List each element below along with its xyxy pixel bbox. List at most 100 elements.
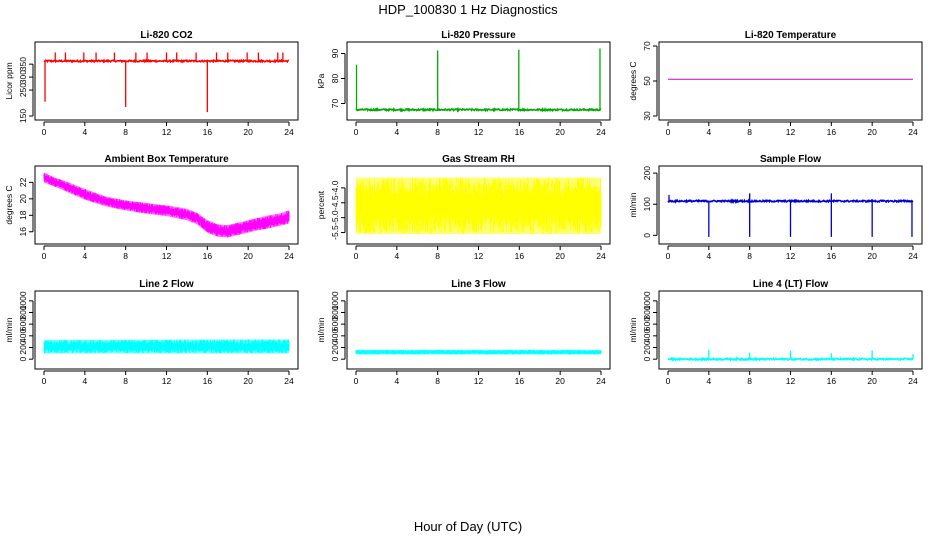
x-tick-label: 8 — [123, 376, 128, 386]
x-tick-label: 24 — [596, 376, 606, 386]
x-tick-label: 16 — [203, 251, 213, 261]
x-tick-label: 4 — [82, 127, 87, 137]
x-tick-label: 12 — [786, 127, 796, 137]
x-tick-label: 24 — [908, 127, 918, 137]
series-ambient-box-temperature — [43, 172, 290, 238]
y-tick-label: 50 — [642, 76, 652, 86]
y-tick-label: 200 — [642, 340, 652, 354]
x-tick-label: 16 — [827, 251, 837, 261]
x-tick-label: 24 — [284, 376, 294, 386]
panel-title: Sample Flow — [760, 154, 821, 165]
panel-line-4-lt-flow: Line 4 (LT) Flow 0 4 8 12 16 20 24 0 200400600800… — [628, 279, 923, 386]
plot-box — [34, 41, 299, 121]
x-tick-label: 0 — [42, 127, 47, 137]
series-li-820-co2 — [43, 52, 290, 113]
x-tick-label: 8 — [435, 376, 440, 386]
x-tick-label: 8 — [435, 127, 440, 137]
y-axis: -5.5-5.0-4.5-4.0 — [330, 180, 346, 240]
y-tick-label: 200 — [18, 340, 28, 354]
x-tick-label: 12 — [162, 127, 172, 137]
x-tick-label: 8 — [123, 127, 128, 137]
x-tick-label: 20 — [867, 127, 877, 137]
y-tick-label: 70 — [642, 41, 652, 51]
series-sample-flow — [667, 193, 914, 237]
x-tick-label: 0 — [354, 251, 359, 261]
x-tick-label: 8 — [747, 251, 752, 261]
x-tick-label: 0 — [666, 251, 671, 261]
plot-box — [658, 41, 923, 121]
panel-title: Gas Stream RH — [442, 154, 515, 165]
plot-box — [346, 41, 611, 121]
x-tick-label: 12 — [786, 251, 796, 261]
x-tick-label: 12 — [162, 376, 172, 386]
y-tick-label: 400 — [642, 328, 652, 342]
plot-box — [346, 290, 611, 370]
plot-box — [346, 165, 611, 245]
panel-title: Li-820 Temperature — [745, 30, 837, 41]
x-tick-label: 8 — [123, 251, 128, 261]
series-gas-stream-rh — [355, 177, 602, 235]
y-tick-label: 22 — [18, 177, 28, 187]
panel-li-820-temperature: Li-820 Temperature 0 4 8 12 16 20 24 30 50 70 degre… — [628, 30, 923, 137]
x-axis: 0 4 8 12 16 20 24 — [666, 121, 918, 137]
y-tick-label: -4.0 — [330, 180, 340, 195]
y-tick-label: 30 — [642, 111, 652, 121]
band-fill — [356, 349, 601, 355]
y-tick-label: -4.5 — [330, 195, 340, 210]
y-tick-label: 20 — [18, 194, 28, 204]
x-tick-label: 4 — [706, 251, 711, 261]
panel-title: Line 4 (LT) Flow — [753, 279, 829, 290]
x-axis: 0 4 8 12 16 20 24 — [354, 121, 606, 137]
x-tick-label: 0 — [666, 127, 671, 137]
y-tick-label: -5.0 — [330, 210, 340, 225]
y-tick-label: 150 — [18, 109, 28, 123]
y-axis-label: percent — [316, 190, 326, 219]
x-tick-label: 8 — [435, 251, 440, 261]
y-tick-label: 200 — [330, 340, 340, 354]
series-line-4-lt-flow — [667, 349, 914, 362]
y-tick-label: 350 — [18, 57, 28, 71]
x-tick-label: 16 — [515, 127, 525, 137]
y-tick-label: -5.5 — [330, 225, 340, 240]
band-fill — [44, 339, 289, 354]
x-axis: 0 4 8 12 16 20 24 — [354, 370, 606, 386]
y-tick-label: 70 — [330, 99, 340, 109]
y-axis-label: ml/min — [628, 317, 638, 342]
y-tick-label: 800 — [330, 305, 340, 319]
x-tick-label: 20 — [243, 127, 253, 137]
y-axis: 70 80 90 — [330, 49, 346, 109]
x-tick-label: 4 — [82, 376, 87, 386]
x-tick-label: 16 — [827, 376, 837, 386]
y-tick-label: 400 — [330, 328, 340, 342]
x-tick-label: 12 — [474, 127, 484, 137]
x-axis: 0 4 8 12 16 20 24 — [666, 245, 918, 261]
x-tick-label: 4 — [706, 376, 711, 386]
y-tick-label: 600 — [330, 317, 340, 331]
y-tick-label: 0 — [642, 233, 652, 238]
figure-x-axis-label: Hour of Day (UTC) — [414, 519, 522, 534]
x-tick-label: 16 — [515, 376, 525, 386]
x-tick-label: 8 — [747, 376, 752, 386]
x-tick-label: 24 — [596, 127, 606, 137]
y-axis-label: degrees C — [628, 61, 638, 100]
x-tick-label: 20 — [243, 376, 253, 386]
x-axis: 0 4 8 12 16 20 24 — [42, 121, 294, 137]
x-tick-label: 20 — [555, 376, 565, 386]
x-tick-label: 16 — [203, 127, 213, 137]
band-fill — [44, 172, 289, 238]
y-tick-label: 0 — [18, 357, 28, 362]
band-fill — [356, 177, 601, 235]
x-axis: 0 4 8 12 16 20 24 — [666, 370, 918, 386]
x-tick-label: 24 — [284, 127, 294, 137]
y-axis: 0 100 200 — [642, 166, 658, 238]
y-tick-label: 600 — [642, 317, 652, 331]
y-tick-label: 100 — [642, 197, 652, 211]
panel-title: Ambient Box Temperature — [104, 154, 229, 165]
y-tick-label: 18 — [18, 210, 28, 220]
series-li-820-pressure — [355, 48, 602, 113]
